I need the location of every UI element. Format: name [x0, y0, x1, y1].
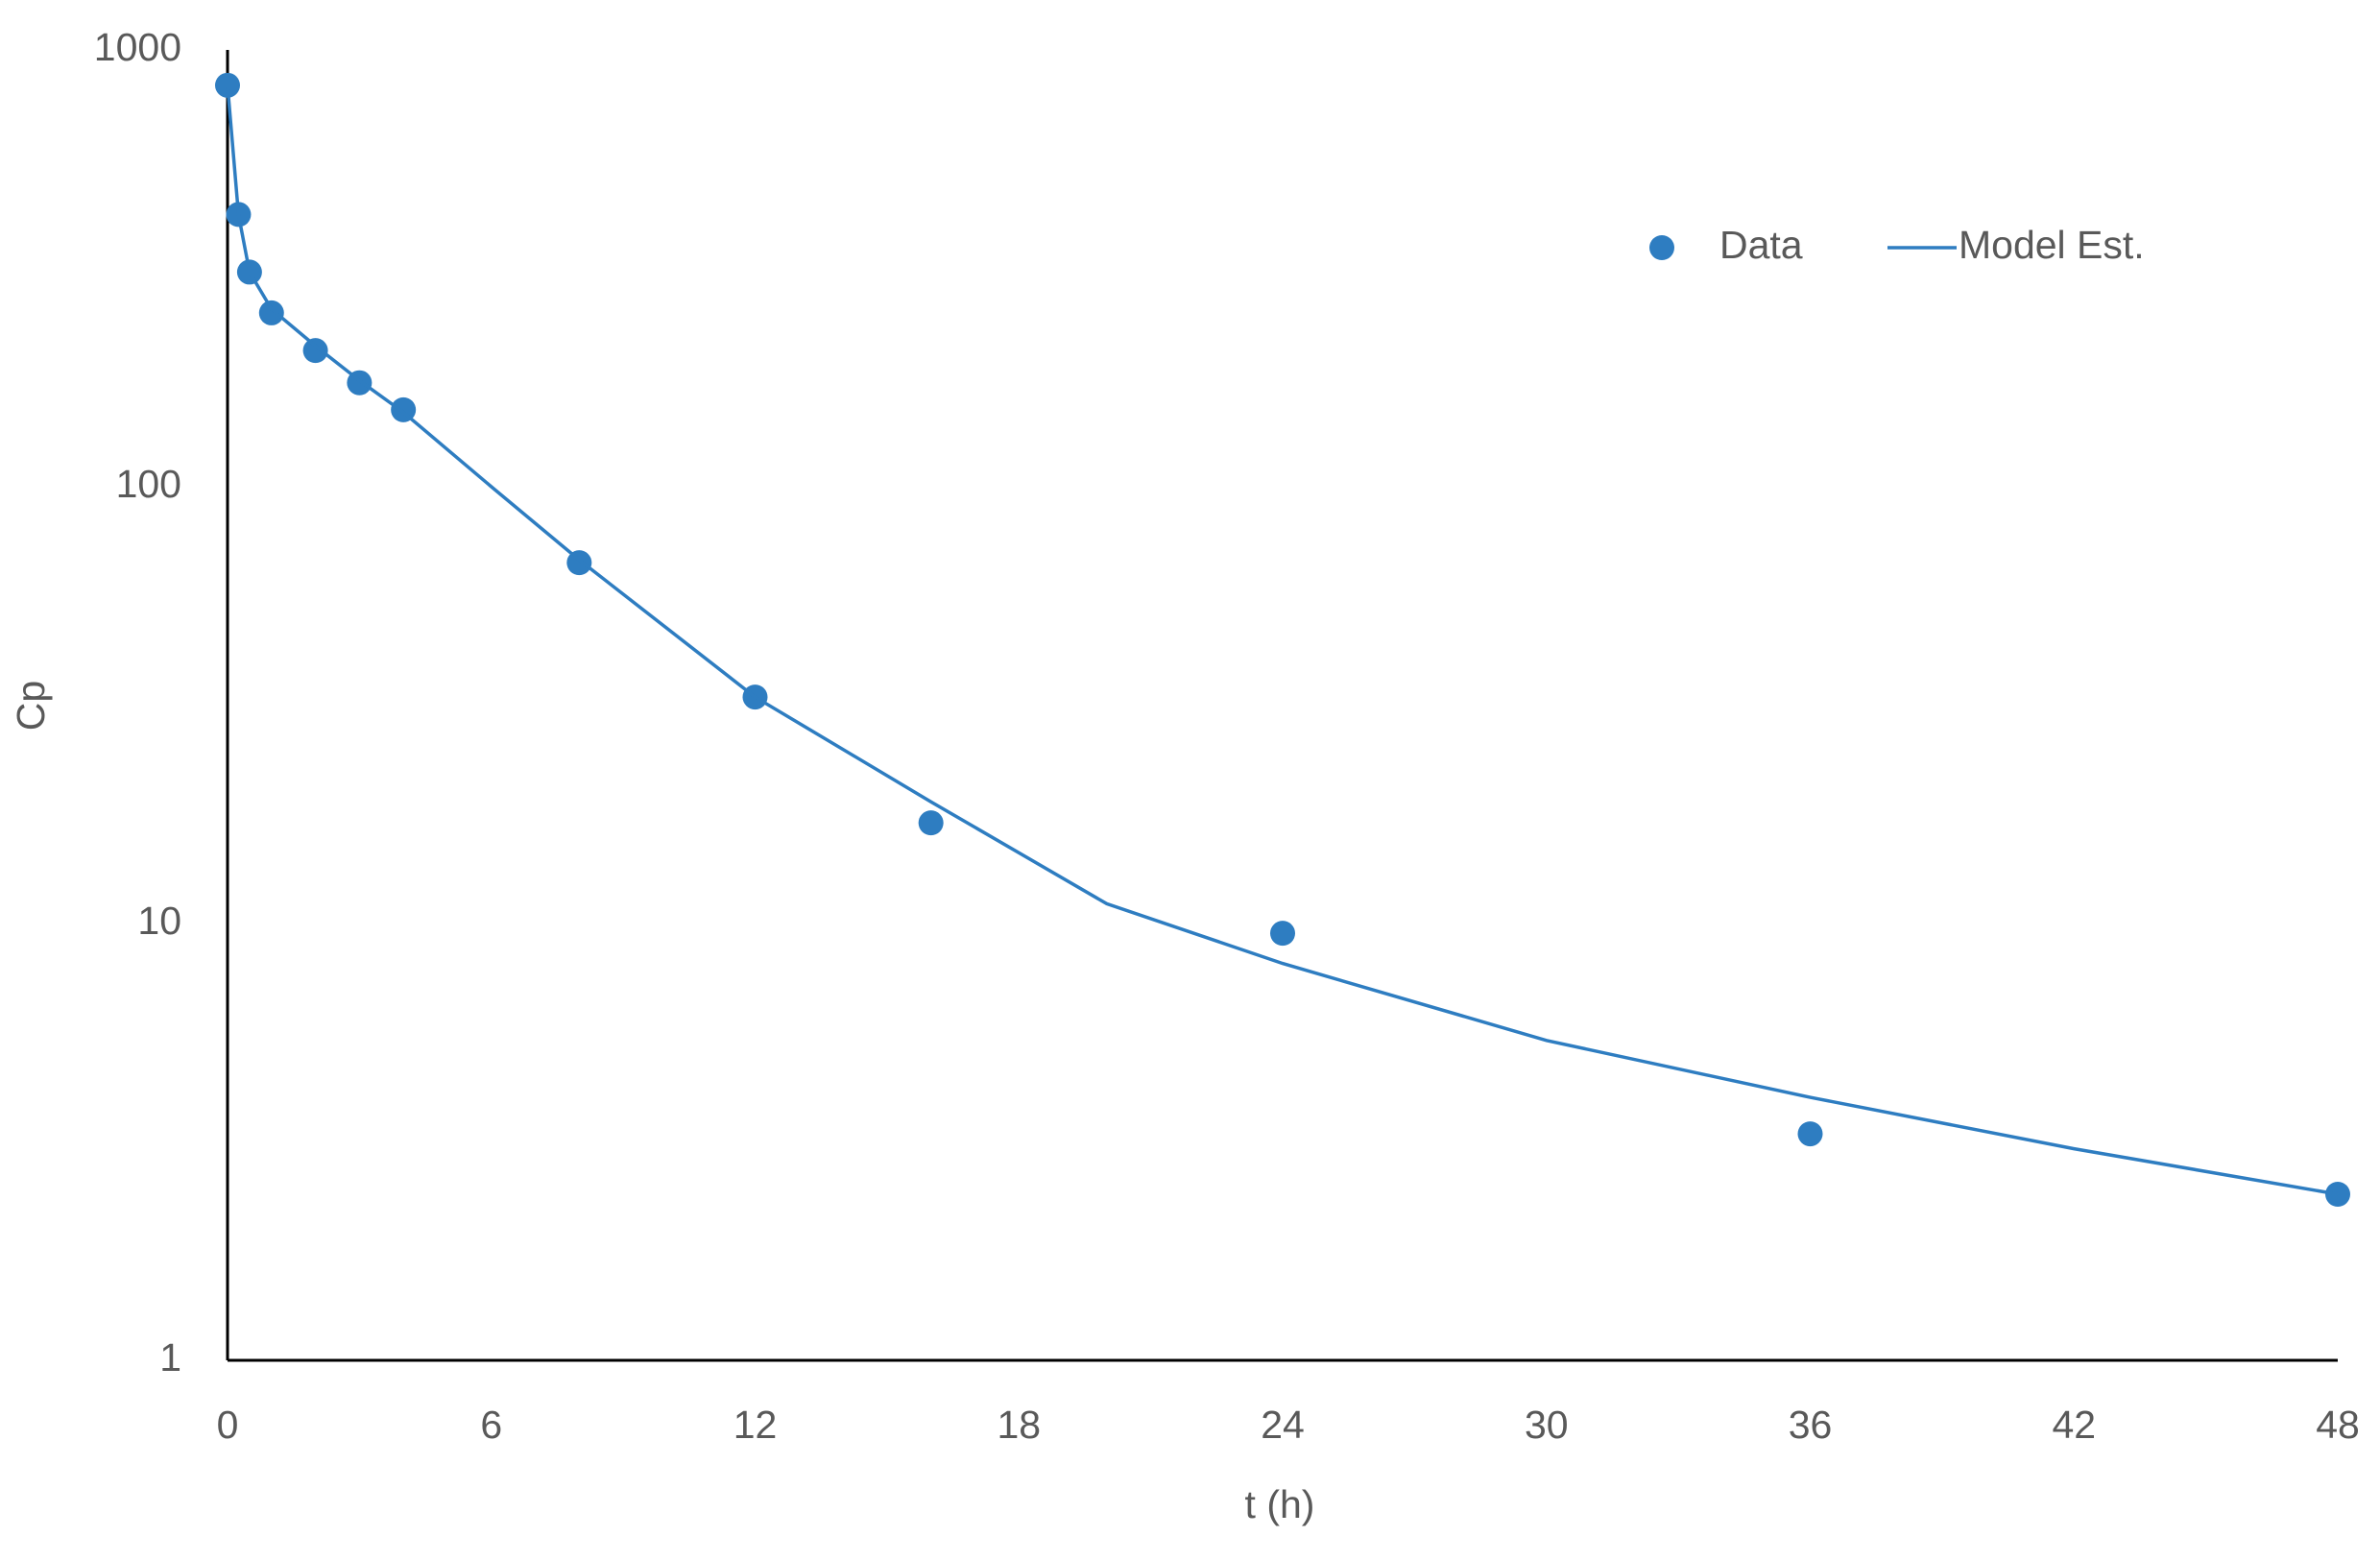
model-line: [226, 84, 2339, 1196]
x-tick-label: 42: [2052, 1403, 2096, 1447]
x-tick-label: 12: [733, 1403, 778, 1447]
legend-marker: [1649, 235, 1674, 260]
data-point: [1270, 921, 1295, 947]
legend-label: Data: [1719, 223, 1803, 267]
x-tick-label: 48: [2316, 1403, 2360, 1447]
y-tick-label: 10: [137, 899, 181, 943]
x-tick-label: 30: [1525, 1403, 1569, 1447]
y-tick-label: 100: [116, 462, 181, 506]
data-point: [918, 810, 944, 836]
x-tick-label: 18: [997, 1403, 1041, 1447]
y-tick-label: 1: [159, 1335, 181, 1380]
x-tick-label: 6: [480, 1403, 502, 1447]
data-point: [2325, 1182, 2350, 1208]
x-tick-label: 0: [217, 1403, 239, 1447]
data-point: [258, 300, 284, 325]
x-tick-label: 36: [1789, 1403, 1833, 1447]
x-tick-label: 24: [1261, 1403, 1305, 1447]
y-axis-title: Cp: [9, 681, 53, 731]
data-point: [1797, 1121, 1823, 1147]
data-point: [302, 338, 328, 364]
legend-label: Model Est.: [1959, 223, 2145, 267]
x-axis-title: t (h): [1245, 1482, 1315, 1526]
y-tick-label: 1000: [94, 25, 181, 69]
